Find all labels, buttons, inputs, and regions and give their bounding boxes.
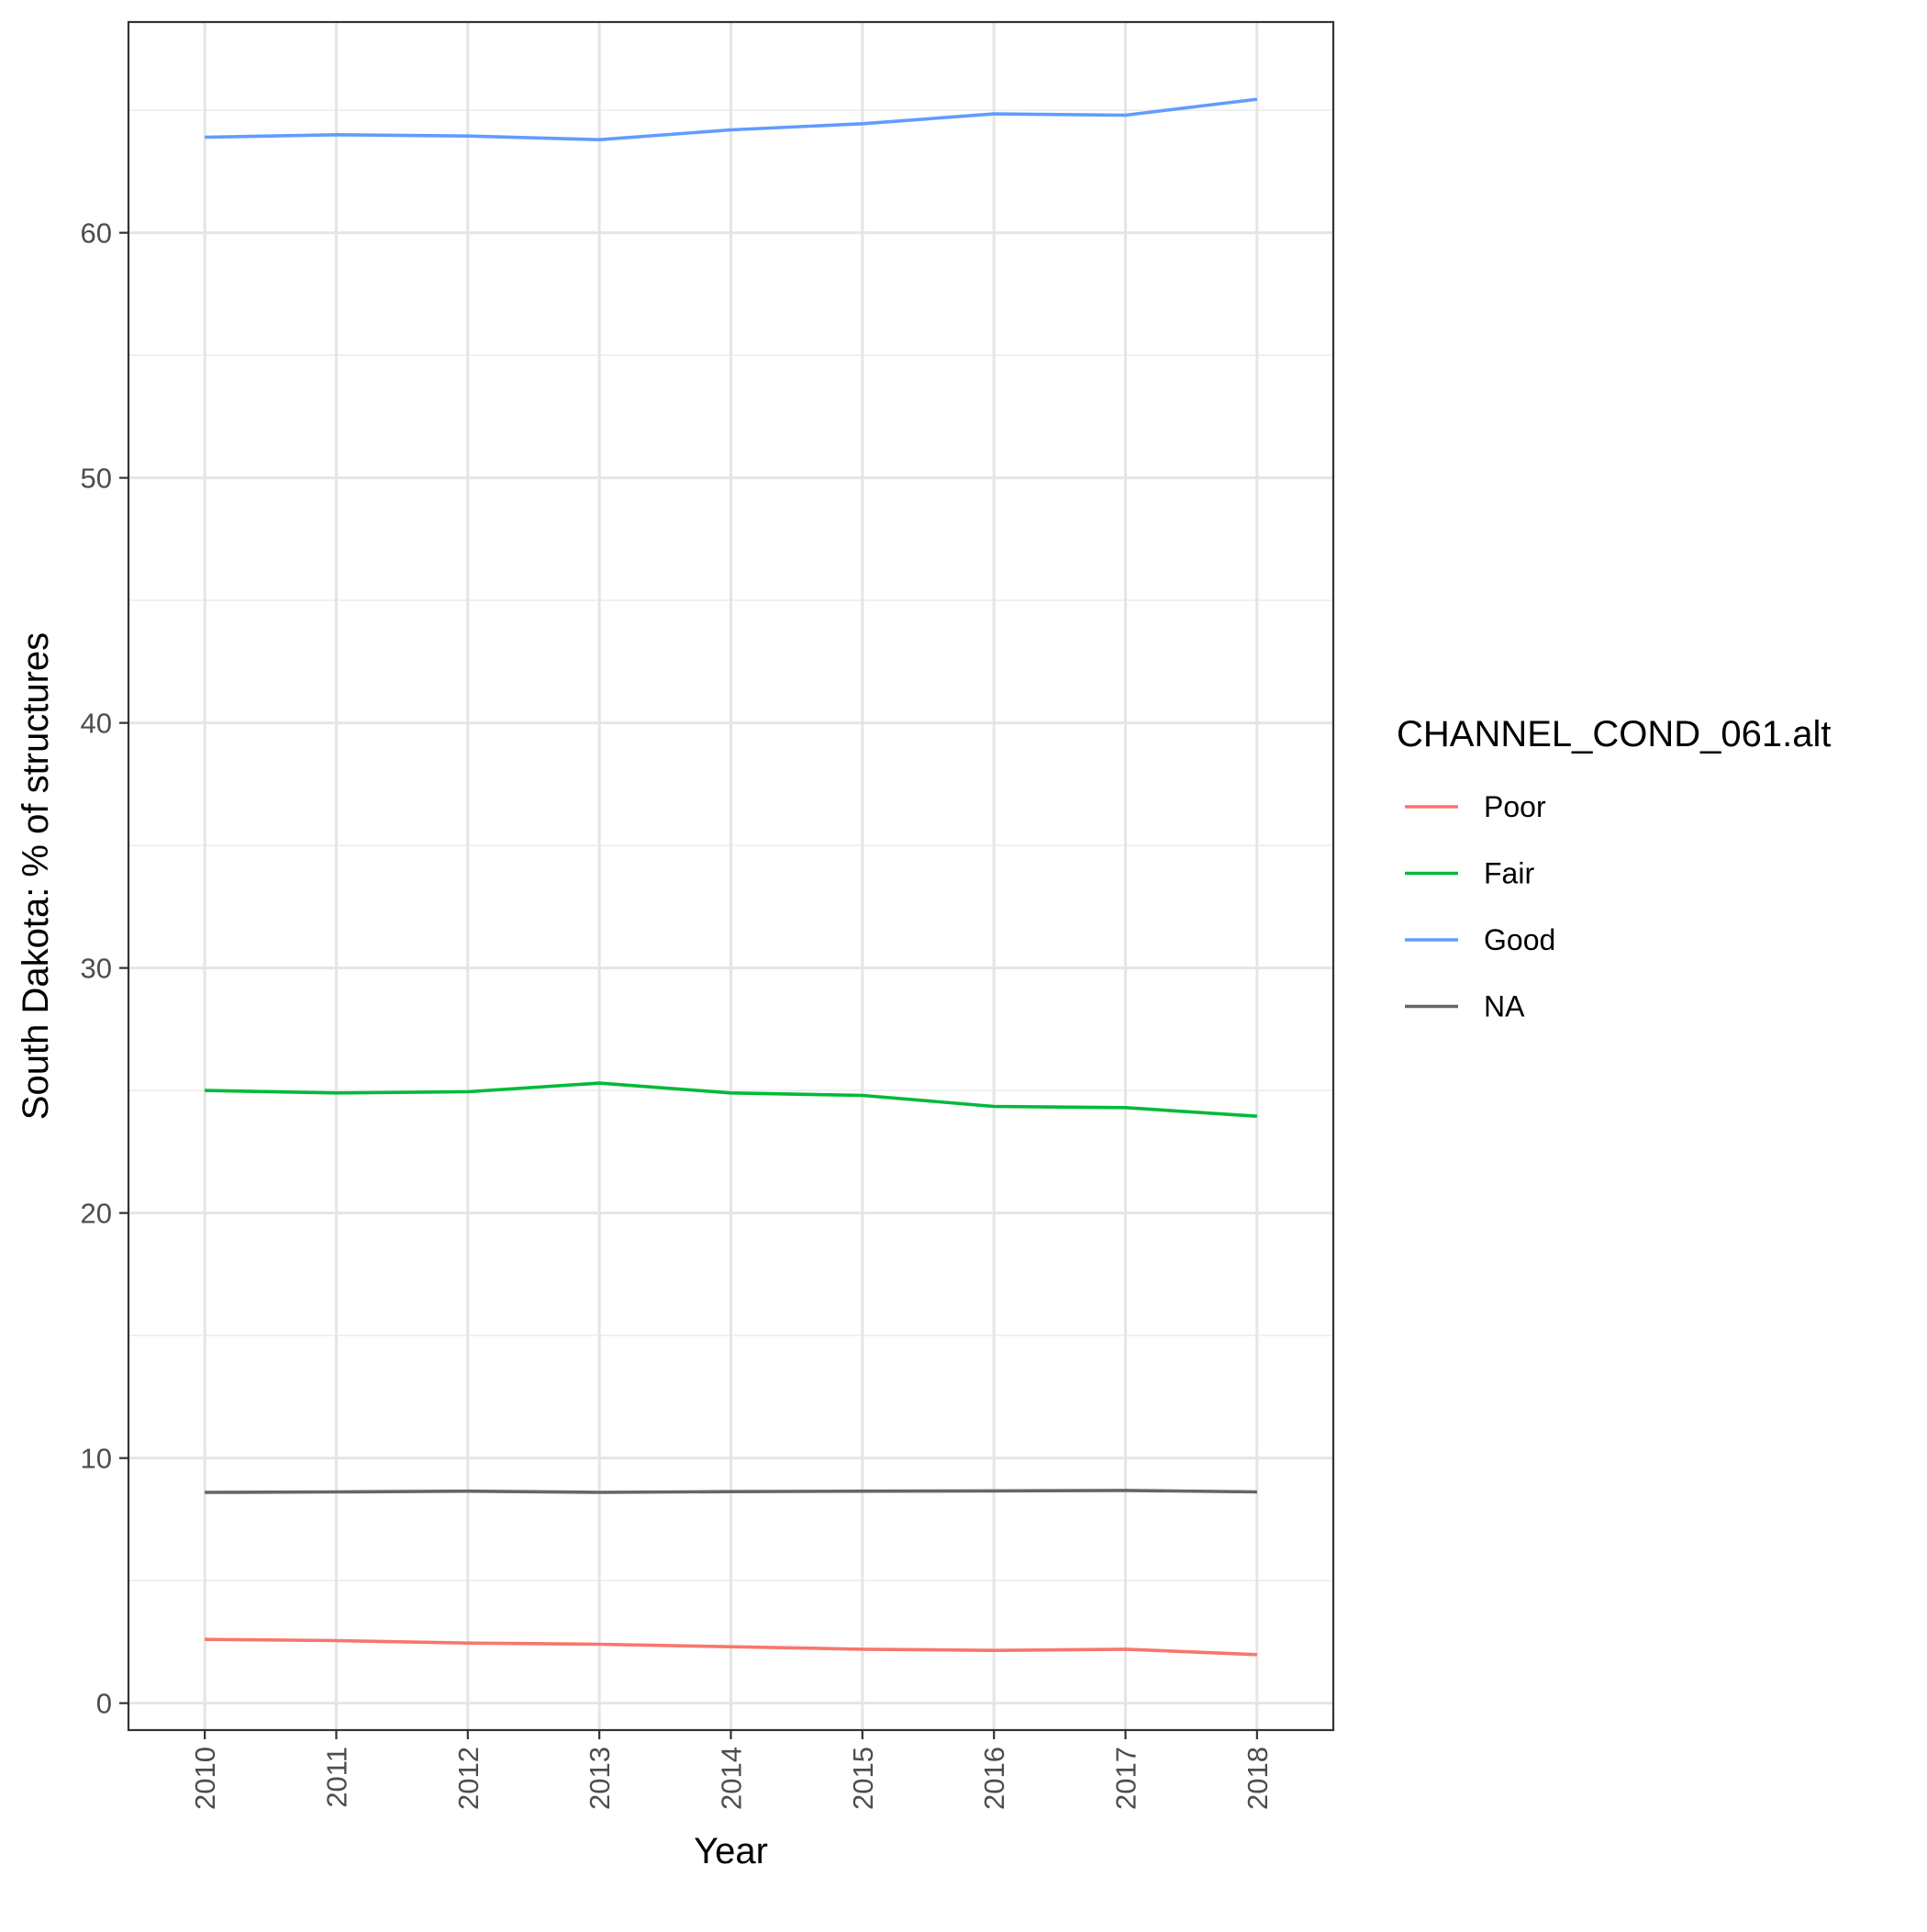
- legend-title: CHANNEL_COND_061.alt: [1397, 714, 1832, 754]
- y-tick-label: 0: [96, 1688, 112, 1720]
- x-tick-label: 2013: [584, 1747, 616, 1810]
- series-line-na: [205, 1489, 1257, 1494]
- legend-items: Poor Fair Good NA: [1405, 790, 1555, 1023]
- x-tick-label: 2012: [452, 1747, 485, 1810]
- x-tick-label: 2014: [716, 1747, 748, 1810]
- series-line-good: [205, 97, 1258, 141]
- x-axis: 2010 2011 2012 2013 2014 2015 2016 2017 2018: [189, 1730, 1274, 1810]
- y-tick-label: 30: [81, 953, 112, 985]
- legend-label-na: NA: [1484, 990, 1525, 1023]
- y-axis: 0 10 20 30 40 50 60: [81, 218, 128, 1720]
- x-tick-label: 2015: [847, 1747, 879, 1810]
- legend: CHANNEL_COND_061.alt Poor Fair Good NA: [1397, 714, 1832, 1023]
- y-tick-label: 40: [81, 708, 112, 740]
- series-line-poor: [205, 1637, 1257, 1657]
- y-tick-label: 60: [81, 218, 112, 250]
- y-tick-label: 50: [81, 463, 112, 495]
- x-tick-label: 2018: [1242, 1747, 1274, 1810]
- x-tick-label: 2010: [189, 1747, 221, 1810]
- x-axis-label: Year: [694, 1831, 768, 1871]
- x-tick-label: 2016: [978, 1747, 1010, 1810]
- legend-label-good: Good: [1484, 923, 1555, 956]
- y-axis-label: South Dakota: % of structures: [16, 632, 56, 1120]
- y-tick-label: 20: [81, 1198, 112, 1230]
- x-tick-label: 2017: [1110, 1747, 1142, 1810]
- legend-label-poor: Poor: [1484, 790, 1546, 823]
- series-line-fair: [205, 1081, 1258, 1118]
- legend-label-fair: Fair: [1484, 857, 1534, 890]
- series-lines: [205, 97, 1258, 1657]
- major-gridlines: [128, 22, 1333, 1730]
- x-tick-label: 2011: [320, 1747, 352, 1808]
- y-tick-label: 10: [81, 1443, 112, 1475]
